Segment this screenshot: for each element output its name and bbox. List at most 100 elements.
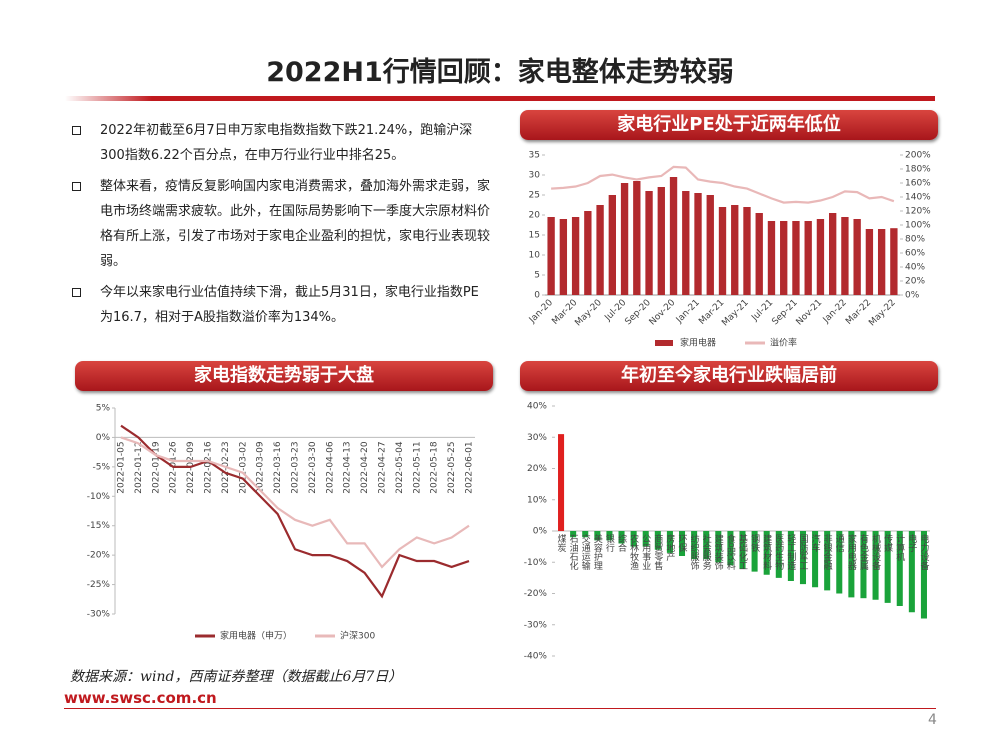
bar (767, 221, 776, 295)
bar (584, 211, 592, 295)
x-tick-label: 国防军工 (797, 534, 808, 570)
bar (582, 531, 589, 538)
bar (890, 228, 898, 295)
bar (824, 531, 831, 591)
bar (848, 531, 855, 598)
y-tick-label: -30% (87, 610, 111, 620)
x-tick-label: 公用事业 (640, 534, 651, 570)
bar (799, 531, 807, 585)
bar (594, 531, 601, 541)
x-tick-label: 轻工制造 (785, 533, 796, 571)
y-tick-label: -10% (87, 492, 111, 502)
x-tick-label: 计算机 (894, 533, 905, 562)
bar (829, 213, 837, 295)
legend-label: 家用电器 (680, 337, 716, 349)
line (120, 424, 470, 599)
bar (755, 213, 763, 295)
y-tick-label: 10% (527, 495, 547, 505)
bar (703, 531, 710, 560)
x-tick-label: Jan-21 (674, 298, 702, 326)
line (120, 436, 470, 569)
y-tick-label: -15% (87, 521, 111, 531)
y-tick-label: 0 (534, 291, 540, 301)
bar (812, 531, 819, 588)
y-tick-label: 200% (905, 151, 931, 161)
bar (780, 221, 788, 295)
y-tick-label: -25% (87, 580, 111, 590)
x-tick-label: 钢铁 (749, 533, 760, 553)
bar (706, 195, 714, 295)
bar (633, 181, 641, 295)
bar (645, 191, 653, 295)
x-tick-label: 基础化工 (737, 533, 748, 570)
bar (642, 531, 649, 547)
bar (739, 531, 746, 569)
bar (558, 434, 565, 531)
bar (804, 221, 812, 295)
y-tick-label: 120% (905, 207, 931, 217)
y-tick-label: 100% (905, 221, 931, 231)
x-tick-label: 2022-06-01 (465, 441, 475, 493)
y-tick-label: -40% (524, 652, 548, 662)
bar (618, 531, 625, 544)
index-chart: -30% -25% -20% -15% -10% -5% 0% 5% 2022-01-05 202… (87, 404, 475, 642)
x-tick-label: May-20 (573, 298, 604, 329)
x-tick-label: 建筑装饰 (713, 533, 724, 571)
bar (751, 531, 758, 572)
panel-header: 家电指数走势弱于大盘 (75, 361, 493, 391)
bullet: 整体来看，疫情反复影响国内家电消费需求，叠加海外需求走弱，家电市场终端需求疲软。… (70, 174, 490, 274)
x-tick-label: 2022-05-18 (430, 441, 440, 494)
bar (571, 217, 580, 295)
x-tick-label: 2022-04-20 (360, 441, 370, 494)
x-tick-label: 2022-02-16 (204, 441, 214, 494)
bar (678, 531, 686, 556)
x-tick-label: 2022-05-11 (412, 441, 422, 493)
y-tick-label: -20% (87, 551, 111, 561)
bar (715, 531, 722, 563)
x-tick-label: 2022-01-19 (151, 441, 161, 494)
x-tick-label: 电力设备 (918, 533, 929, 570)
y-tick-label: 20 (529, 211, 541, 221)
bar (908, 531, 915, 613)
x-tick-label: 农林牧渔 (628, 533, 639, 570)
x-tick-label: 2022-03-23 (291, 441, 301, 493)
x-tick-label: 2022-04-06 (325, 441, 335, 494)
bullet: 2022年初截至6月7日申万家电指数指数下跌21.24%，跑输沪深300指数6.… (70, 118, 490, 168)
x-tick-label: Sep-21 (770, 298, 799, 327)
y-tick-label: 160% (905, 179, 931, 189)
y-tick-label: 140% (905, 193, 931, 203)
x-tick-label: 2022-01-05 (117, 441, 127, 493)
x-tick-label: 环保 (677, 534, 688, 553)
panel-header: 年初至今家电行业跌幅居前 (520, 361, 938, 391)
bar (896, 531, 903, 606)
y-tick-label: 40% (527, 402, 547, 412)
x-tick-label: 2022-04-27 (378, 441, 388, 493)
x-tick-label: 纺织服饰 (689, 533, 700, 571)
bar (559, 219, 568, 295)
x-tick-label: 2022-04-13 (343, 441, 353, 493)
slide-title: 2022H1行情回顾：家电整体走势较弱 (266, 57, 734, 88)
title-rule (65, 96, 935, 101)
y-tick-label: 40% (905, 263, 925, 273)
y-tick-label: 80% (905, 235, 925, 245)
bar (884, 531, 891, 603)
y-tick-label: -30% (524, 620, 548, 630)
source-note: 数据来源：wind，西南证券整理（数据截止6月7日） (70, 669, 403, 685)
y-tick-label: -5% (92, 462, 110, 472)
bar (743, 207, 751, 295)
x-tick-label: 交通运输 (580, 533, 591, 571)
y-tick-label: 60% (905, 249, 925, 259)
footer-rule (64, 708, 936, 709)
y-tick-label: -20% (524, 589, 548, 599)
x-tick-label: Nov-20 (648, 298, 678, 328)
bar (657, 187, 665, 295)
bar (570, 531, 577, 538)
bar (841, 217, 849, 295)
bar (596, 205, 604, 295)
bar (853, 219, 861, 295)
bar (731, 205, 739, 295)
bar (836, 531, 843, 594)
x-tick-label: 2022-05-25 (447, 441, 457, 493)
bar (718, 207, 727, 295)
y-tick-label: 5 (534, 271, 540, 281)
